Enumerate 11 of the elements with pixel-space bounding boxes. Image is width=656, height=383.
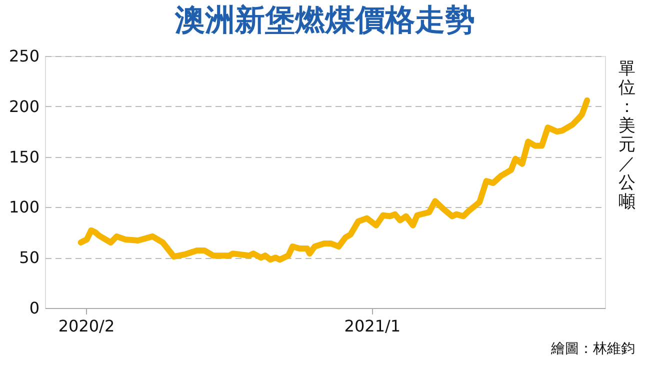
y-tick-label: 100 bbox=[8, 198, 40, 217]
y-tick-label: 150 bbox=[8, 147, 40, 166]
x-tick-label: 2021/1 bbox=[344, 316, 401, 336]
x-tick-label: 2020/2 bbox=[58, 316, 115, 336]
y-tick-label: 0 bbox=[29, 298, 40, 318]
text: 繪圖：林維鈞 bbox=[550, 341, 635, 357]
y-tick-label: 250 bbox=[8, 46, 40, 66]
chart-title: 澳洲新堡燃煤價格走勢 bbox=[174, 3, 475, 38]
y-axis-title: 單位：美元／公噸 bbox=[618, 59, 636, 212]
y-tick-label: 200 bbox=[8, 96, 40, 116]
y-tick-label: 50 bbox=[19, 248, 40, 268]
